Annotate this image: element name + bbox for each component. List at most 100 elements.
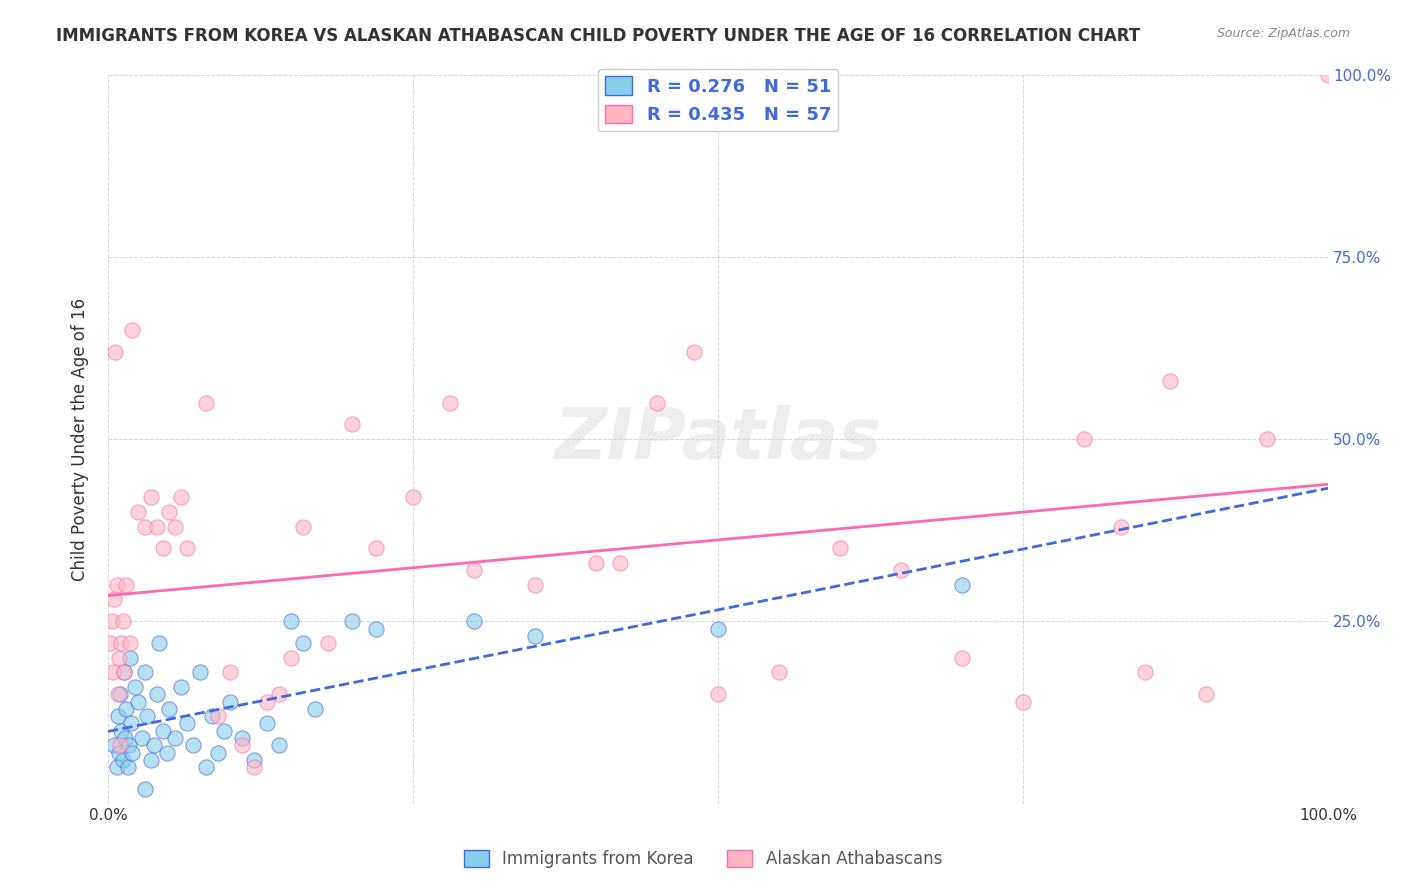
Point	[292, 519, 315, 533]
Point	[340, 417, 363, 432]
Point	[118, 650, 141, 665]
Point	[176, 541, 198, 556]
Point	[1195, 687, 1218, 701]
Point	[170, 680, 193, 694]
Point	[105, 760, 128, 774]
Point	[292, 636, 315, 650]
Point	[950, 578, 973, 592]
Point	[524, 578, 547, 592]
Point	[120, 716, 142, 731]
Point	[267, 687, 290, 701]
Point	[188, 665, 211, 680]
Point	[316, 636, 339, 650]
Point	[139, 491, 162, 505]
Point	[134, 519, 156, 533]
Point	[170, 491, 193, 505]
Point	[121, 746, 143, 760]
Point	[117, 760, 139, 774]
Point	[768, 665, 790, 680]
Point	[950, 650, 973, 665]
Point	[107, 709, 129, 723]
Text: ZIPatlas: ZIPatlas	[554, 405, 882, 474]
Legend: R = 0.276   N = 51, R = 0.435   N = 57: R = 0.276 N = 51, R = 0.435 N = 57	[598, 69, 838, 131]
Point	[118, 739, 141, 753]
Point	[1109, 519, 1132, 533]
Point	[1133, 665, 1156, 680]
Point	[112, 665, 135, 680]
Point	[1159, 374, 1181, 388]
Point	[682, 344, 704, 359]
Text: Source: ZipAtlas.com: Source: ZipAtlas.com	[1216, 27, 1350, 40]
Point	[243, 760, 266, 774]
Point	[463, 563, 485, 577]
Point	[463, 615, 485, 629]
Point	[280, 615, 302, 629]
Point	[114, 731, 136, 745]
Point	[890, 563, 912, 577]
Point	[194, 395, 217, 409]
Y-axis label: Child Poverty Under the Age of 16: Child Poverty Under the Age of 16	[72, 298, 89, 581]
Point	[104, 344, 127, 359]
Point	[100, 615, 122, 629]
Point	[101, 665, 124, 680]
Point	[148, 636, 170, 650]
Point	[100, 636, 122, 650]
Point	[134, 782, 156, 797]
Point	[243, 753, 266, 767]
Text: IMMIGRANTS FROM KOREA VS ALASKAN ATHABASCAN CHILD POVERTY UNDER THE AGE OF 16 CO: IMMIGRANTS FROM KOREA VS ALASKAN ATHABAS…	[56, 27, 1140, 45]
Point	[256, 716, 278, 731]
Point	[828, 541, 851, 556]
Point	[1256, 432, 1278, 446]
Point	[256, 694, 278, 708]
Point	[143, 739, 166, 753]
Point	[108, 650, 131, 665]
Point	[176, 716, 198, 731]
Point	[707, 687, 730, 701]
Point	[1317, 68, 1340, 82]
Point	[107, 687, 129, 701]
Point	[131, 731, 153, 745]
Point	[115, 578, 138, 592]
Point	[366, 622, 388, 636]
Point	[340, 615, 363, 629]
Point	[304, 702, 326, 716]
Point	[194, 760, 217, 774]
Point	[231, 739, 253, 753]
Point	[645, 395, 668, 409]
Point	[128, 505, 150, 519]
Point	[524, 629, 547, 643]
Point	[585, 556, 607, 570]
Point	[105, 578, 128, 592]
Point	[111, 615, 134, 629]
Point	[707, 622, 730, 636]
Point	[201, 709, 224, 723]
Point	[212, 723, 235, 738]
Point	[152, 723, 174, 738]
Point	[136, 709, 159, 723]
Point	[280, 650, 302, 665]
Point	[155, 746, 177, 760]
Point	[110, 636, 132, 650]
Point	[207, 746, 229, 760]
Point	[183, 739, 205, 753]
Point	[219, 694, 242, 708]
Point	[1012, 694, 1035, 708]
Point	[121, 323, 143, 337]
Point	[1073, 432, 1095, 446]
Point	[111, 753, 134, 767]
Point	[402, 491, 425, 505]
Point	[439, 395, 461, 409]
Point	[134, 665, 156, 680]
Point	[110, 723, 132, 738]
Point	[108, 746, 131, 760]
Point	[267, 739, 290, 753]
Point	[609, 556, 631, 570]
Point	[128, 694, 150, 708]
Point	[231, 731, 253, 745]
Point	[139, 753, 162, 767]
Point	[103, 739, 125, 753]
Point	[108, 739, 131, 753]
Point	[157, 702, 180, 716]
Point	[146, 519, 169, 533]
Point	[124, 680, 146, 694]
